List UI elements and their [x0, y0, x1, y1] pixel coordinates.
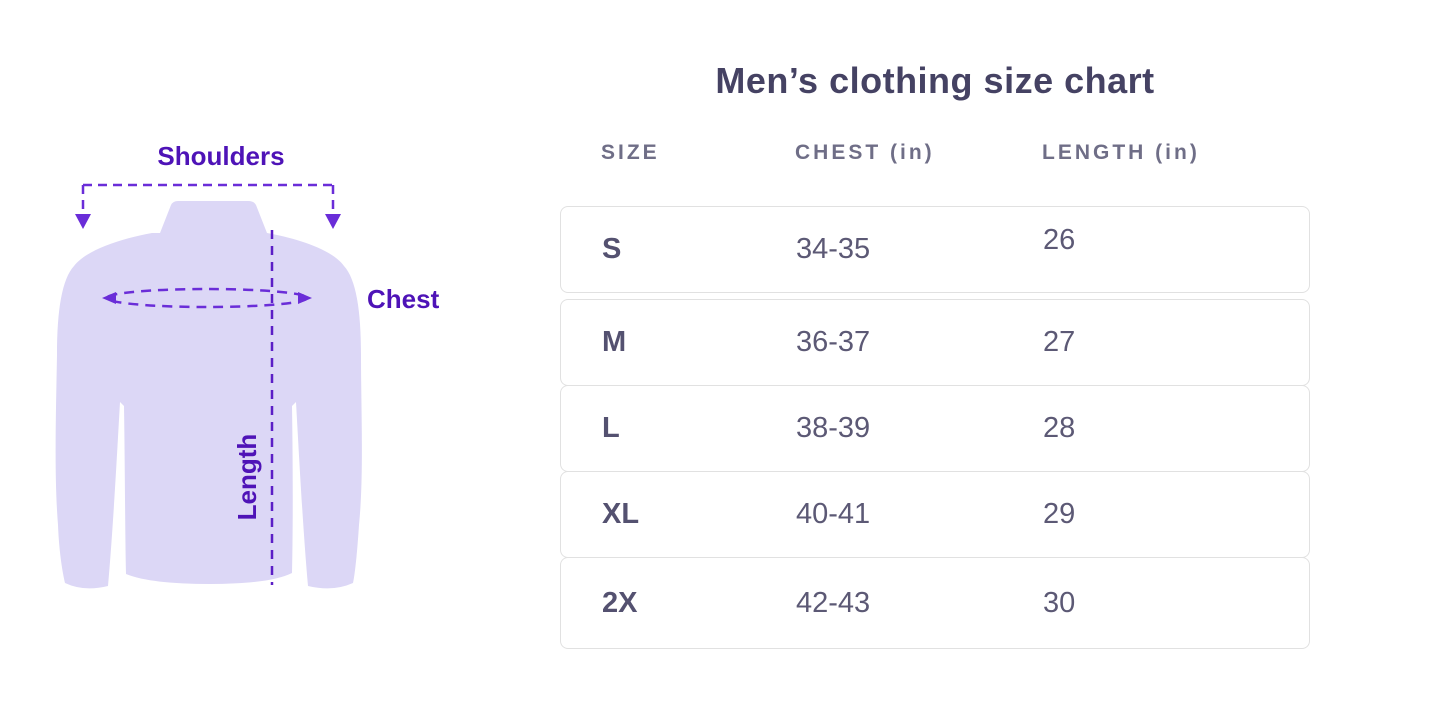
length-cell: 27	[1043, 326, 1076, 358]
table-row: 2X 42-43 30	[560, 557, 1310, 649]
column-header-size: SIZE	[601, 141, 660, 164]
shoulders-measure-line	[81, 183, 335, 215]
length-cell: 26	[1043, 224, 1076, 256]
table-body: S 34-35 26 M 36-37 27 L 38-39 28 XL 40-4…	[560, 206, 1310, 649]
size-chart-panel: Men’s clothing size chart SIZE CHEST (in…	[560, 58, 1310, 649]
table-row: S 34-35 26	[560, 206, 1310, 293]
chest-cell: 40-41	[796, 498, 871, 530]
table-row: M 36-37 27	[560, 299, 1310, 386]
shoulders-label: Shoulders	[157, 141, 285, 171]
shirt-measurement-diagram: Shoulders Chest Length	[40, 125, 470, 635]
table-header-row: SIZE CHEST (in) LENGTH (in)	[560, 140, 1310, 166]
length-cell: 29	[1043, 498, 1076, 530]
table-row: L 38-39 28	[560, 385, 1310, 472]
size-cell: L	[602, 412, 620, 444]
size-cell: S	[602, 233, 622, 265]
size-cell: XL	[602, 498, 640, 530]
column-header-chest: CHEST (in)	[795, 141, 935, 164]
shirt-illustration	[55, 183, 362, 589]
chest-cell: 38-39	[796, 412, 871, 444]
chest-cell: 36-37	[796, 326, 871, 358]
chest-label: Chest	[367, 284, 440, 314]
column-header-length: LENGTH (in)	[1042, 141, 1200, 164]
arrow-right-icon	[298, 292, 312, 304]
chest-cell: 34-35	[796, 233, 871, 265]
page-title: Men’s clothing size chart	[715, 60, 1155, 101]
length-cell: 28	[1043, 412, 1076, 444]
table-row: XL 40-41 29	[560, 471, 1310, 558]
length-label: Length	[232, 433, 262, 521]
length-cell: 30	[1043, 586, 1076, 619]
size-cell: M	[602, 326, 627, 358]
arrow-down-left-icon	[75, 214, 91, 229]
shirt-silhouette	[55, 201, 362, 589]
size-cell: 2X	[602, 586, 638, 619]
arrow-left-icon	[102, 292, 116, 304]
chest-cell: 42-43	[796, 586, 871, 619]
arrow-down-right-icon	[325, 214, 341, 229]
